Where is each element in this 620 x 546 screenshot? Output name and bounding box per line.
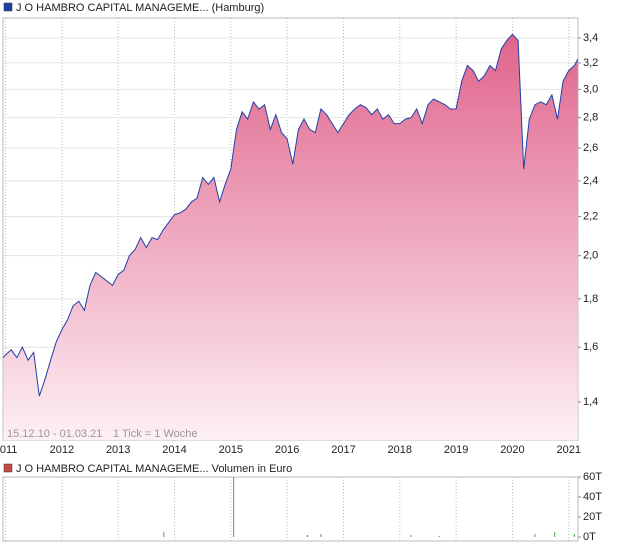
x-tick-label: 2014 [162,444,186,456]
y-tick-label: 60T [583,471,602,483]
x-tick-label: 2019 [444,444,468,456]
x-tick-label: 2020 [500,444,524,456]
legend-swatch [3,463,13,473]
volume-bar [410,535,412,537]
volume-bar [306,535,308,537]
y-tick-label: 2,8 [583,112,598,124]
x-tick-label: 2015 [219,444,243,456]
x-tick-label: 2011 [0,444,17,456]
date-range-note: 15.12.10 - 01.03.21 [7,428,102,440]
x-tick-label: 2018 [388,444,412,456]
price-area [3,34,578,441]
x-tick-label: 2012 [50,444,74,456]
y-tick-label: 3,2 [583,57,598,69]
volume-bar [233,477,235,537]
y-tick-label: 40T [583,491,602,503]
price-line [2,33,579,397]
volume-bar [554,532,556,537]
x-tick-label: 2021 [557,444,581,456]
volume-bar [320,534,322,537]
y-tick-label: 1,4 [583,396,598,408]
y-tick-label: 2,0 [583,250,598,262]
y-tick-label: 0T [583,531,596,543]
y-tick-label: 3,0 [583,83,598,95]
volume-bar [573,534,575,537]
legend-label: J O HAMBRO CAPITAL MANAGEME... (Hamburg) [16,2,264,14]
x-tick-label: 2016 [275,444,299,456]
x-tick-label: 2017 [331,444,355,456]
x-tick-label: 2013 [106,444,130,456]
volume-bar [163,532,165,537]
volume-bar [438,536,440,537]
y-tick-label: 2,2 [583,210,598,222]
y-tick-label: 2,6 [583,142,598,154]
legend-label: J O HAMBRO CAPITAL MANAGEME... Volumen i… [16,463,292,475]
legend-swatch [3,2,13,12]
volume-bar [534,534,536,537]
y-tick-label: 1,6 [583,341,598,353]
y-tick-label: 3,4 [583,32,598,44]
y-tick-label: 1,8 [583,293,598,305]
tick-note: 1 Tick = 1 Woche [113,428,197,440]
volume-frame [2,476,579,542]
y-tick-label: 20T [583,511,602,523]
y-tick-label: 2,4 [583,175,598,187]
